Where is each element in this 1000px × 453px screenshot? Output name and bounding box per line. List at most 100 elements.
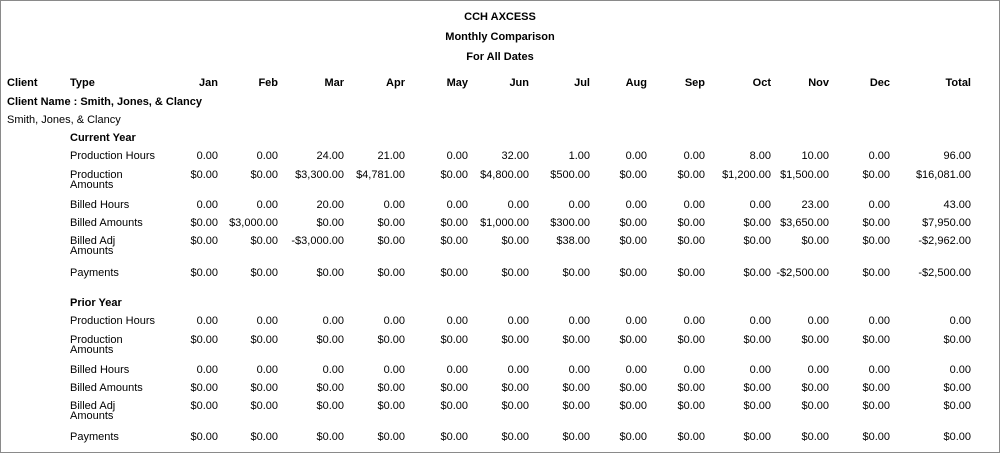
- cell-value: $0.00: [501, 267, 529, 279]
- row-label: Payments: [70, 431, 119, 443]
- cell-value: $0.00: [862, 169, 890, 181]
- cell-value: 0.00: [507, 364, 529, 376]
- cell-value: $0.00: [316, 334, 344, 346]
- cell-value: 0.00: [568, 364, 590, 376]
- cell-value: 0.00: [256, 315, 278, 327]
- cell-value: $0.00: [562, 400, 590, 412]
- cell-value: 0.00: [868, 150, 890, 162]
- cell-value: $0.00: [190, 382, 218, 394]
- cell-value: 0.00: [807, 315, 829, 327]
- cell-value: $0.00: [619, 400, 647, 412]
- cell-value: $0.00: [677, 235, 705, 247]
- cell-value: $4,800.00: [480, 169, 529, 181]
- cell-value: $0.00: [743, 235, 771, 247]
- cell-value: 0.00: [446, 150, 468, 162]
- cell-value: $0.00: [619, 382, 647, 394]
- row-label: Production Hours: [70, 315, 155, 327]
- cell-value: 0.00: [322, 364, 344, 376]
- cell-value: 21.00: [377, 150, 405, 162]
- client-name: Smith, Jones, & Clancy: [7, 114, 121, 126]
- cell-value: 0.00: [949, 364, 971, 376]
- row-label: Billed Hours: [70, 364, 130, 376]
- cell-value: $0.00: [250, 431, 278, 443]
- cell-value: $300.00: [550, 217, 590, 229]
- cell-value: $500.00: [550, 169, 590, 181]
- cell-value: $0.00: [801, 382, 829, 394]
- cell-value: $0.00: [619, 334, 647, 346]
- cell-value: $0.00: [562, 267, 590, 279]
- cell-value: $0.00: [501, 334, 529, 346]
- cell-value: 0.00: [868, 199, 890, 211]
- cell-value: $0.00: [316, 400, 344, 412]
- cell-value: 0.00: [949, 315, 971, 327]
- cell-value: $0.00: [677, 382, 705, 394]
- cell-value: $0.00: [562, 382, 590, 394]
- cell-value: $0.00: [677, 400, 705, 412]
- cell-value: $0.00: [943, 382, 971, 394]
- section-title: Current Year: [70, 132, 136, 144]
- cell-value: $0.00: [377, 382, 405, 394]
- cell-value: $0.00: [440, 431, 468, 443]
- row-label: Billed Adj Amounts: [70, 400, 116, 422]
- cell-value: $0.00: [862, 400, 890, 412]
- cell-value: $0.00: [677, 169, 705, 181]
- report-range: For All Dates: [466, 51, 534, 63]
- cell-value: 0.00: [625, 364, 647, 376]
- cell-value: 0.00: [256, 364, 278, 376]
- cell-value: -$2,500.00: [776, 267, 829, 279]
- cell-value: 0.00: [383, 364, 405, 376]
- cell-value: $0.00: [190, 267, 218, 279]
- cell-value: $0.00: [377, 235, 405, 247]
- cell-value: -$2,500.00: [918, 267, 971, 279]
- cell-value: $0.00: [619, 235, 647, 247]
- cell-value: 0.00: [868, 364, 890, 376]
- cell-value: $0.00: [562, 431, 590, 443]
- cell-value: $0.00: [501, 235, 529, 247]
- cell-value: 0.00: [807, 364, 829, 376]
- cell-value: $0.00: [501, 382, 529, 394]
- cell-value: 0.00: [683, 315, 705, 327]
- cell-value: $0.00: [190, 169, 218, 181]
- cell-value: $0.00: [377, 400, 405, 412]
- cell-value: $0.00: [190, 217, 218, 229]
- cell-value: 0.00: [256, 199, 278, 211]
- cell-value: $0.00: [862, 217, 890, 229]
- cell-value: $0.00: [501, 400, 529, 412]
- column-header: Type: [70, 77, 95, 89]
- cell-value: $0.00: [440, 382, 468, 394]
- cell-value: 0.00: [625, 199, 647, 211]
- report-title: CCH AXCESS: [464, 11, 536, 23]
- cell-value: $0.00: [316, 217, 344, 229]
- cell-value: $0.00: [250, 382, 278, 394]
- cell-value: $0.00: [501, 431, 529, 443]
- cell-value: 20.00: [316, 199, 344, 211]
- cell-value: $0.00: [190, 334, 218, 346]
- column-header: Mar: [324, 77, 344, 89]
- cell-value: $0.00: [743, 267, 771, 279]
- cell-value: $0.00: [743, 431, 771, 443]
- cell-value: $0.00: [862, 431, 890, 443]
- cell-value: 0.00: [868, 315, 890, 327]
- row-label: Billed Amounts: [70, 217, 143, 229]
- report-subtitle: Monthly Comparison: [445, 31, 555, 43]
- cell-value: $0.00: [677, 431, 705, 443]
- cell-value: $0.00: [377, 267, 405, 279]
- column-header: Total: [945, 77, 971, 89]
- cell-value: $0.00: [677, 267, 705, 279]
- cell-value: 32.00: [501, 150, 529, 162]
- cell-value: $0.00: [743, 217, 771, 229]
- cell-value: $0.00: [440, 267, 468, 279]
- cell-value: 96.00: [943, 150, 971, 162]
- cell-value: 0.00: [683, 364, 705, 376]
- cell-value: $0.00: [862, 382, 890, 394]
- cell-value: -$2,962.00: [918, 235, 971, 247]
- cell-value: $0.00: [862, 334, 890, 346]
- cell-value: 0.00: [749, 364, 771, 376]
- cell-value: 0.00: [568, 315, 590, 327]
- cell-value: $0.00: [801, 235, 829, 247]
- cell-value: $0.00: [377, 217, 405, 229]
- cell-value: 1.00: [568, 150, 590, 162]
- row-label: Payments: [70, 267, 119, 279]
- cell-value: $0.00: [677, 217, 705, 229]
